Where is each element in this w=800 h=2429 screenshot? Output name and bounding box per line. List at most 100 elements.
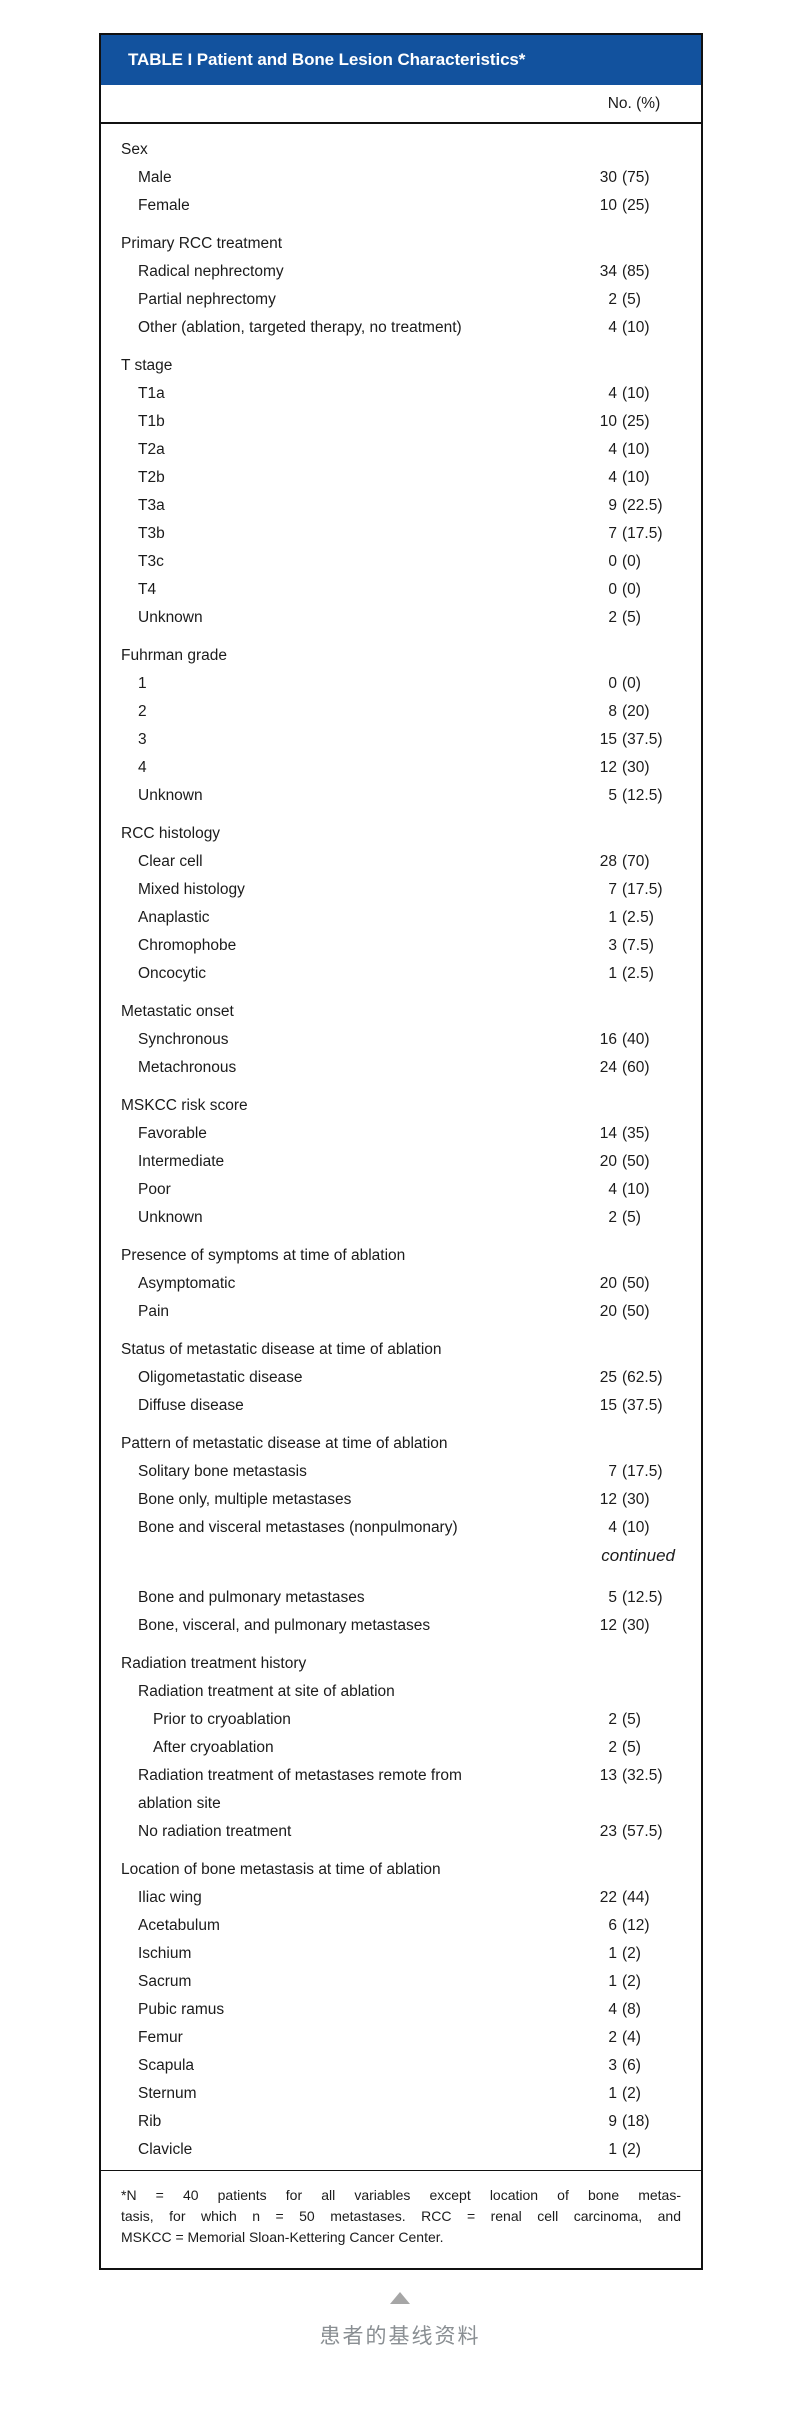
row-label: Oligometastatic disease (138, 1369, 303, 1386)
row-count: 30 (599, 169, 617, 186)
row-value: 4 (10) (591, 1514, 701, 1542)
table-row: Radiation treatment at site of ablation (101, 1678, 701, 1706)
row-pct: (10) (622, 469, 650, 486)
row-count: 7 (608, 1463, 617, 1480)
row-label: Asymptomatic (138, 1275, 236, 1292)
row-count: 2 (608, 2029, 617, 2046)
row-label: Female (138, 197, 190, 214)
characteristics-table: TABLE I Patient and Bone Lesion Characte… (99, 33, 703, 2270)
section-rows: Asymptomatic 20 (50) Pain 20 (50) (101, 1270, 701, 1326)
row-label: Pubic ramus (138, 2001, 225, 2018)
row-value: 4 (10) (591, 380, 701, 408)
row-value: 2 (5) (591, 1706, 701, 1734)
collapse-caret-icon[interactable] (390, 2292, 410, 2304)
row-value: 9 (22.5) (591, 492, 701, 520)
row-count: 4 (608, 2001, 617, 2018)
row-pct: (17.5) (622, 525, 663, 542)
table-row: 1 0 (0) (101, 670, 701, 698)
row-label: Bone, visceral, and pulmonary metastases (138, 1617, 431, 1634)
row-pct: (32.5) (622, 1767, 663, 1784)
table-row: Unknown 2 (5) (101, 604, 701, 632)
table-row: 4 12 (30) (101, 754, 701, 782)
section-rows: Oligometastatic disease 25 (62.5) Diffus… (101, 1364, 701, 1420)
row-count: 1 (608, 965, 617, 982)
footnote-line-1: *N = 40 patients for all variables excep… (121, 2187, 681, 2203)
row-count: 12 (599, 759, 617, 776)
row-label: Clavicle (138, 2141, 193, 2158)
table-row: Anaplastic 1 (2.5) (101, 904, 701, 932)
table-row: Radiation treatment of metastases remote… (101, 1762, 701, 1818)
row-value: 20 (50) (591, 1148, 701, 1176)
caption-text: 患者的基线资料 (319, 2325, 481, 2348)
row-count: 6 (608, 1917, 617, 1934)
row-pct: (57.5) (622, 1823, 663, 1840)
row-label: After cryoablation (153, 1739, 274, 1756)
row-value: 23 (57.5) (591, 1818, 701, 1846)
continued-marker: continued (601, 1546, 675, 1565)
row-count: 2 (608, 1711, 617, 1728)
row-value: 4 (10) (591, 1176, 701, 1204)
row-pct: (0) (622, 581, 641, 598)
section-header-label: Radiation treatment history (121, 1655, 307, 1672)
row-pct: (5) (622, 1711, 641, 1728)
row-count: 20 (599, 1275, 617, 1292)
section-header-row: Metastatic onset (101, 998, 701, 1026)
row-pct: (60) (622, 1059, 650, 1076)
row-value: 22 (44) (591, 1884, 701, 1912)
row-pct: (62.5) (622, 1369, 663, 1386)
row-value: 16 (40) (591, 1026, 701, 1054)
section-header-row: RCC histology (101, 820, 701, 848)
section-header-row: Sex (101, 136, 701, 164)
table-section: Pattern of metastatic disease at time of… (101, 1430, 701, 1640)
row-value: 24 (60) (591, 1054, 701, 1082)
row-count: 28 (599, 853, 617, 870)
row-pct: (5) (622, 609, 641, 626)
row-label: T3a (138, 497, 165, 514)
section-rows: Iliac wing 22 (44) Acetabulum 6 (12) Isc… (101, 1884, 701, 2164)
section-header-label: MSKCC risk score (121, 1097, 248, 1114)
row-count: 22 (599, 1889, 617, 1906)
row-pct: (4) (622, 2029, 641, 2046)
section-header-row: T stage (101, 352, 701, 380)
row-pct: (12) (622, 1917, 650, 1934)
row-label: Favorable (138, 1125, 207, 1142)
row-pct: (2) (622, 1945, 641, 1962)
row-value: 4 (10) (591, 436, 701, 464)
section-header-label: Location of bone metastasis at time of a… (121, 1861, 441, 1878)
row-label: Prior to cryoablation (153, 1711, 291, 1728)
row-value: 7 (17.5) (591, 1458, 701, 1486)
table-row: Female 10 (25) (101, 192, 701, 220)
section-header-label: Status of metastatic disease at time of … (121, 1341, 442, 1358)
row-value: 10 (25) (591, 408, 701, 436)
row-label: T2b (138, 469, 165, 486)
row-pct: (30) (622, 1617, 650, 1634)
row-count: 7 (608, 881, 617, 898)
row-pct: (30) (622, 759, 650, 776)
section-header-row: Presence of symptoms at time of ablation (101, 1242, 701, 1270)
table-row: T3b 7 (17.5) (101, 520, 701, 548)
row-value: 1 (2) (591, 2080, 701, 2108)
row-value: 2 (5) (591, 604, 701, 632)
row-pct: (2) (622, 2085, 641, 2102)
table-section: MSKCC risk score Favorable 14 (35) Inter… (101, 1092, 701, 1232)
row-label: Anaplastic (138, 909, 210, 926)
row-value: 2 (5) (591, 1204, 701, 1232)
row-count: 24 (599, 1059, 617, 1076)
row-count: 15 (599, 731, 617, 748)
table-row: Sacrum 1 (2) (101, 1968, 701, 1996)
row-value: 12 (30) (591, 1486, 701, 1514)
row-label: Scapula (138, 2057, 195, 2074)
table-row: Solitary bone metastasis 7 (17.5) (101, 1458, 701, 1486)
table-row: Ischium 1 (2) (101, 1940, 701, 1968)
table-row: Bone only, multiple metastases 12 (30) (101, 1486, 701, 1514)
row-label: 3 (138, 731, 147, 748)
section-header-row: Primary RCC treatment (101, 230, 701, 258)
row-count: 16 (599, 1031, 617, 1048)
row-value: 3 (6) (591, 2052, 701, 2080)
row-count: 1 (608, 1973, 617, 1990)
row-value: 28 (70) (591, 848, 701, 876)
row-label: T3c (138, 553, 164, 570)
row-value: 30 (75) (591, 164, 701, 192)
row-value: 3 (7.5) (591, 932, 701, 960)
table-row: Bone and pulmonary metastases 5 (12.5) (101, 1584, 701, 1612)
